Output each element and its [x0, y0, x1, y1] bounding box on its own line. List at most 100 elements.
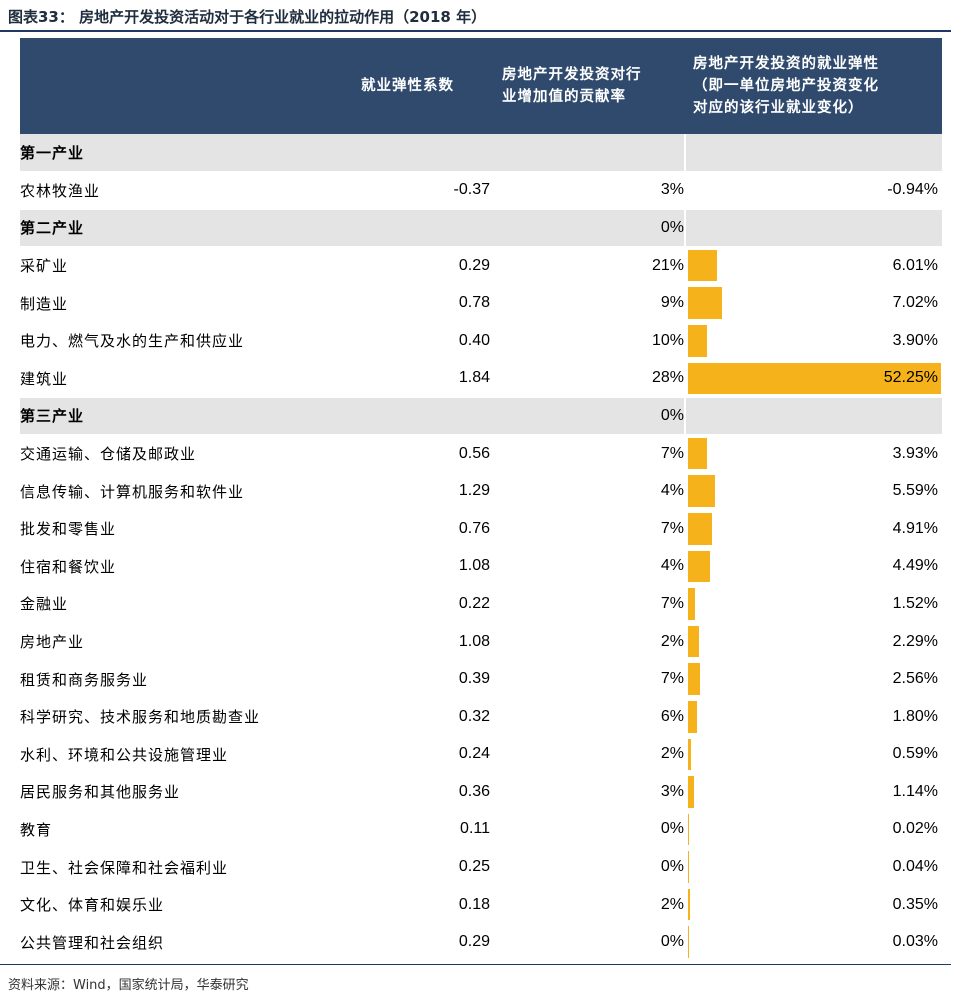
- industry-cell: 水利、环境和公共设施管理业: [20, 735, 320, 775]
- industry-cell: 金融业: [20, 585, 320, 624]
- elasticity-cell: 0.11: [320, 810, 490, 850]
- table-row: 建筑业 1.84 28% 52.25%: [20, 359, 942, 399]
- elasticity-cell: [320, 397, 490, 436]
- table-row: 房地产业 1.08 2% 2.29%: [20, 622, 942, 662]
- employment-cell: 0.02%: [685, 810, 942, 850]
- employment-value: 1.52%: [892, 594, 938, 612]
- elasticity-cell: 0.36: [320, 773, 490, 812]
- header-employment: 房地产开发投资的就业弹性 （即一单位房地产投资变化 对应的该行业就业变化）: [685, 38, 942, 134]
- contribution-cell: 0%: [490, 923, 686, 963]
- industry-cell: 教育: [20, 810, 320, 850]
- table-row: 居民服务和其他服务业 0.36 3% 1.14%: [20, 773, 942, 812]
- employment-cell: 3.93%: [685, 434, 942, 474]
- elasticity-cell: 0.56: [320, 434, 490, 474]
- employment-cell: 1.52%: [685, 585, 942, 624]
- contribution-cell: 3%: [490, 171, 686, 211]
- data-table: 就业弹性系数 房地产开发投资对行 业增加值的贡献率 房地产开发投资的就业弹性 （…: [20, 38, 942, 963]
- employment-value: 3.93%: [892, 444, 938, 462]
- industry-cell: 公共管理和社会组织: [20, 923, 320, 963]
- bottom-divider: [0, 964, 951, 965]
- industry-cell: 居民服务和其他服务业: [20, 773, 320, 812]
- industry-cell: 制造业: [20, 284, 320, 323]
- industry-cell: 电力、燃气及水的生产和供应业: [20, 321, 320, 361]
- elasticity-cell: 0.76: [320, 509, 490, 549]
- employment-bar: [688, 663, 701, 695]
- section-row: 第三产业 0%: [20, 397, 942, 436]
- header-employment-line2: （即一单位房地产投资变化: [693, 78, 879, 94]
- contribution-cell: [490, 134, 686, 173]
- employment-bar: [688, 700, 697, 733]
- contribution-cell: 2%: [490, 622, 686, 662]
- employment-cell: 52.25%: [685, 359, 942, 399]
- industry-cell: 信息传输、计算机服务和软件业: [20, 472, 320, 511]
- employment-value: 0.03%: [892, 933, 938, 951]
- table-row: 水利、环境和公共设施管理业 0.24 2% 0.59%: [20, 735, 942, 775]
- table-row: 教育 0.11 0% 0.02%: [20, 810, 942, 850]
- industry-cell: 住宿和餐饮业: [20, 547, 320, 587]
- employment-value: 6.01%: [892, 256, 938, 274]
- contribution-cell: 9%: [490, 284, 686, 323]
- industry-cell: 采矿业: [20, 246, 320, 286]
- employment-cell: 2.56%: [685, 660, 942, 699]
- employment-value: 2.56%: [892, 670, 938, 688]
- section-row: 第一产业: [20, 134, 942, 173]
- contribution-cell: 7%: [490, 660, 686, 699]
- employment-bar: [688, 475, 716, 507]
- table-row: 农林牧渔业 -0.37 3% -0.94%: [20, 171, 942, 211]
- employment-cell: 6.01%: [685, 246, 942, 286]
- industry-cell: 房地产业: [20, 622, 320, 662]
- header-industry: [20, 38, 320, 134]
- employment-bar: [688, 550, 710, 583]
- contribution-cell: 0%: [490, 810, 686, 850]
- table-row: 租赁和商务服务业 0.39 7% 2.56%: [20, 660, 942, 699]
- industry-cell: 科学研究、技术服务和地质勘查业: [20, 697, 320, 737]
- employment-bar: [688, 738, 691, 771]
- table-row: 住宿和餐饮业 1.08 4% 4.49%: [20, 547, 942, 587]
- employment-value: 0.04%: [892, 858, 938, 876]
- employment-value: 1.14%: [892, 782, 938, 800]
- employment-bar: [688, 776, 694, 808]
- elasticity-cell: 1.08: [320, 622, 490, 662]
- employment-value: 2.29%: [892, 632, 938, 650]
- header-elasticity: 就业弹性系数: [320, 38, 490, 134]
- employment-cell: 0.03%: [685, 923, 942, 963]
- employment-value: 1.80%: [892, 707, 938, 725]
- employment-value: 5.59%: [892, 482, 938, 500]
- employment-bar: [688, 588, 696, 620]
- contribution-cell: 4%: [490, 472, 686, 511]
- industry-cell: 批发和零售业: [20, 509, 320, 549]
- contribution-cell: 0%: [490, 209, 686, 248]
- header-employment-line3: 对应的该行业就业变化）: [693, 100, 864, 116]
- employment-bar: [688, 512, 712, 545]
- employment-value: 3.90%: [892, 331, 938, 349]
- employment-cell: 1.80%: [685, 697, 942, 737]
- employment-value: 0.59%: [892, 745, 938, 763]
- source-note: 资料来源：Wind，国家统计局，华泰研究: [8, 978, 249, 993]
- employment-bar: [688, 249, 718, 282]
- header-contribution: 房地产开发投资对行 业增加值的贡献率: [490, 38, 685, 134]
- employment-cell: 7.02%: [685, 284, 942, 323]
- employment-cell: -0.94%: [685, 171, 942, 211]
- table-row: 金融业 0.22 7% 1.52%: [20, 585, 942, 624]
- contribution-cell: 0%: [490, 397, 686, 436]
- table-row: 制造业 0.78 9% 7.02%: [20, 284, 942, 323]
- elasticity-cell: 0.24: [320, 735, 490, 775]
- elasticity-cell: 0.78: [320, 284, 490, 323]
- industry-cell: 卫生、社会保障和社会福利业: [20, 848, 320, 887]
- table-row: 文化、体育和娱乐业 0.18 2% 0.35%: [20, 885, 942, 925]
- title-bar: 图表33： 房地产开发投资活动对于各行业就业的拉动作用（2018 年）: [0, 0, 951, 32]
- employment-value: 0.35%: [892, 895, 938, 913]
- contribution-cell: 2%: [490, 885, 686, 925]
- elasticity-cell: 0.40: [320, 321, 490, 361]
- industry-cell: 租赁和商务服务业: [20, 660, 320, 699]
- contribution-cell: 0%: [490, 848, 686, 887]
- contribution-cell: 7%: [490, 434, 686, 474]
- employment-cell: 3.90%: [685, 321, 942, 361]
- elasticity-cell: [320, 134, 490, 173]
- employment-cell: 4.49%: [685, 547, 942, 587]
- contribution-cell: 4%: [490, 547, 686, 587]
- employment-bar: [688, 888, 690, 921]
- elasticity-cell: [320, 209, 490, 248]
- elasticity-cell: -0.37: [320, 171, 490, 211]
- table-header-row: 就业弹性系数 房地产开发投资对行 业增加值的贡献率 房地产开发投资的就业弹性 （…: [20, 38, 942, 134]
